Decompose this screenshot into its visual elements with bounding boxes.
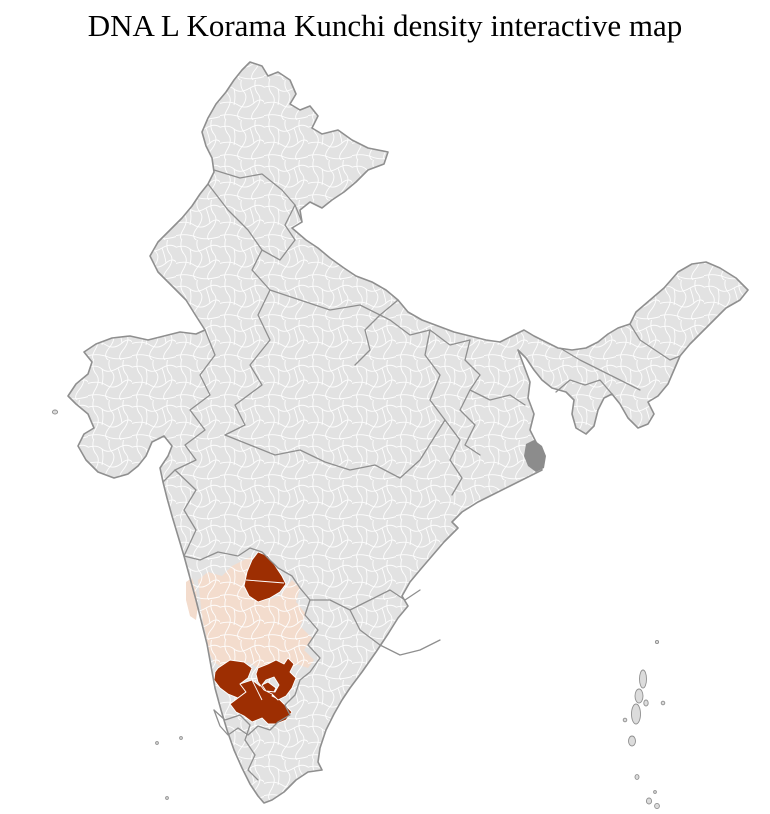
district-divider bbox=[245, 579, 285, 584]
island-dot bbox=[660, 700, 666, 706]
high-density-south-cluster[interactable] bbox=[213, 551, 297, 725]
island bbox=[639, 669, 647, 689]
district-borders-layer bbox=[68, 62, 748, 803]
high-density-district[interactable] bbox=[229, 679, 293, 725]
island-dot bbox=[165, 796, 169, 800]
district-divider bbox=[251, 679, 263, 701]
island-dot bbox=[643, 699, 649, 707]
island-dot bbox=[654, 639, 660, 645]
state-borders bbox=[162, 169, 681, 781]
island-dot bbox=[654, 802, 660, 810]
island bbox=[631, 703, 641, 725]
island-dot bbox=[653, 790, 657, 794]
island-dot bbox=[634, 774, 640, 780]
island-dot bbox=[179, 736, 183, 740]
island-dot bbox=[622, 717, 628, 723]
island bbox=[628, 735, 636, 747]
page-title: DNA L Korama Kunchi density interactive … bbox=[87, 8, 683, 43]
high-density-ring-district[interactable] bbox=[255, 657, 297, 701]
island-dot bbox=[51, 409, 59, 415]
island-dot bbox=[645, 797, 653, 805]
island bbox=[634, 688, 644, 704]
islands bbox=[51, 409, 666, 810]
delta-shade bbox=[524, 440, 546, 472]
island-dot bbox=[155, 741, 159, 745]
